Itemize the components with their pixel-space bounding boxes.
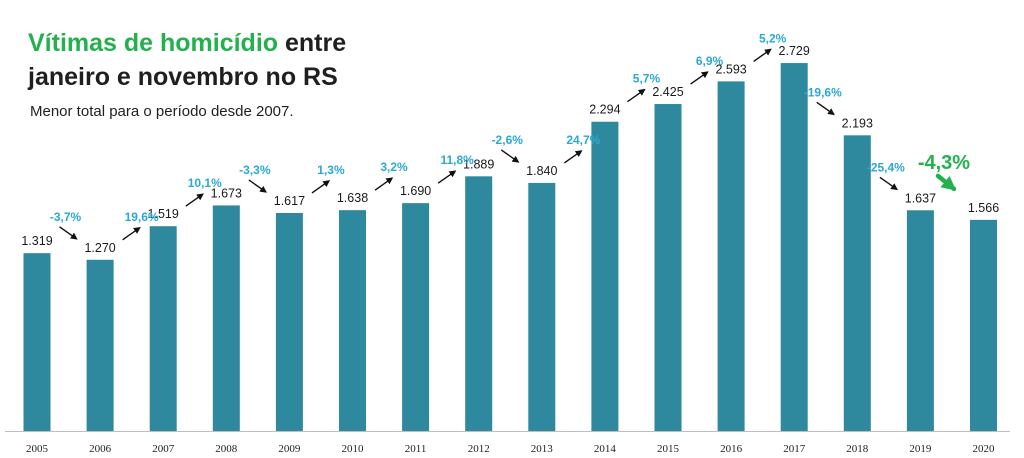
- bar-2016: [717, 81, 745, 432]
- chart-title: Vítimas de homicídio entre janeiro e nov…: [28, 26, 346, 94]
- change-arrow-2014: [563, 150, 583, 164]
- bar-2017: [780, 63, 808, 432]
- change-arrow-2013: [500, 149, 520, 163]
- pct-change-2009: -3,3%: [239, 163, 271, 177]
- bar-2014: [591, 121, 619, 432]
- x-tick-2016: 2016: [720, 443, 743, 455]
- bar-2013: [528, 182, 556, 431]
- change-arrow-2009: [248, 179, 267, 193]
- change-arrow-2010: [311, 180, 331, 194]
- bar-2007: [149, 226, 177, 431]
- value-label-2020: 1.566: [968, 201, 999, 215]
- bar-2010: [339, 210, 366, 431]
- bar-2011: [402, 203, 430, 431]
- x-tick-2013: 2013: [531, 443, 554, 455]
- value-label-2016: 2.593: [715, 62, 746, 76]
- bar-2008: [212, 205, 240, 431]
- value-label-2005: 1.319: [21, 234, 52, 248]
- x-tick-2020: 2020: [973, 443, 996, 455]
- bar-2018: [843, 135, 871, 431]
- pct-change-2018: -19,6%: [804, 85, 842, 99]
- pct-change-2014: 24,7%: [566, 133, 600, 147]
- x-tick-2015: 2015: [657, 443, 680, 455]
- change-arrow-2008: [185, 193, 204, 207]
- value-label-2010: 1.638: [337, 191, 368, 205]
- value-label-2014: 2.294: [589, 103, 620, 117]
- bar-2006: [86, 259, 114, 431]
- value-label-2015: 2.425: [652, 85, 683, 99]
- pct-change-2008: 10,1%: [188, 176, 222, 190]
- change-arrow-2017: [753, 48, 772, 62]
- pct-change-2010: 1,3%: [317, 163, 345, 177]
- x-tick-2019: 2019: [909, 443, 932, 455]
- value-label-2017: 2.729: [779, 44, 810, 58]
- pct-change-2015: 5,7%: [633, 72, 661, 86]
- x-tick-2011: 2011: [405, 443, 427, 455]
- x-tick-2005: 2005: [26, 443, 49, 455]
- title-line2: janeiro e novembro no RS: [28, 63, 338, 91]
- pct-change-2011: 3,2%: [380, 160, 408, 174]
- pct-change-2016: 6,9%: [696, 54, 724, 68]
- x-tick-2007: 2007: [152, 443, 175, 455]
- x-tick-2006: 2006: [89, 443, 112, 455]
- x-tick-2009: 2009: [278, 443, 301, 455]
- x-tick-2017: 2017: [783, 443, 806, 455]
- pct-change-2012: 11,8%: [440, 153, 474, 167]
- change-arrow-2007: [122, 226, 141, 241]
- pct-change-2017: 5,2%: [759, 31, 787, 45]
- value-label-2012: 1.889: [463, 157, 494, 171]
- bar-2015: [654, 104, 682, 432]
- title-rest: entre: [278, 29, 347, 57]
- pct-change-2019: -25,4%: [867, 160, 905, 174]
- value-label-2011: 1.690: [400, 184, 431, 198]
- chart-subtitle: Menor total para o período desde 2007.: [30, 103, 294, 120]
- change-arrow-2015: [627, 88, 646, 103]
- bar-2020: [970, 219, 997, 431]
- value-label-2006: 1.270: [84, 241, 115, 255]
- x-tick-2014: 2014: [594, 443, 617, 455]
- pct-change-2020: -4,3%: [918, 152, 970, 174]
- bar-2009: [275, 212, 303, 431]
- value-label-2008: 1.673: [211, 186, 242, 200]
- value-label-2013: 1.840: [526, 164, 557, 178]
- change-arrow-2019: [879, 176, 898, 191]
- x-tick-2018: 2018: [846, 443, 869, 455]
- value-label-2009: 1.617: [274, 194, 305, 208]
- bar-2012: [465, 176, 493, 431]
- x-tick-2010: 2010: [342, 443, 365, 455]
- pct-change-2007: 19,6%: [125, 210, 159, 224]
- bar-2005: [23, 253, 51, 431]
- value-label-2019: 1.637: [905, 191, 936, 205]
- change-arrow-2016: [690, 71, 709, 85]
- title-highlight: Vítimas de homicídio: [28, 29, 279, 57]
- bar-2019: [906, 210, 934, 431]
- change-arrow-2006: [59, 226, 78, 240]
- x-tick-2012: 2012: [468, 443, 490, 455]
- value-label-2018: 2.193: [842, 116, 873, 130]
- change-arrow-2011: [374, 177, 394, 191]
- value-label-2007: 1.519: [148, 207, 179, 221]
- change-arrow-2018: [816, 101, 835, 116]
- pct-change-2006: -3,7%: [50, 210, 82, 224]
- pct-change-2013: -2,6%: [492, 133, 524, 147]
- change-arrow-2012: [437, 170, 457, 184]
- x-tick-2008: 2008: [215, 443, 238, 455]
- change-arrow-2020: [935, 173, 957, 192]
